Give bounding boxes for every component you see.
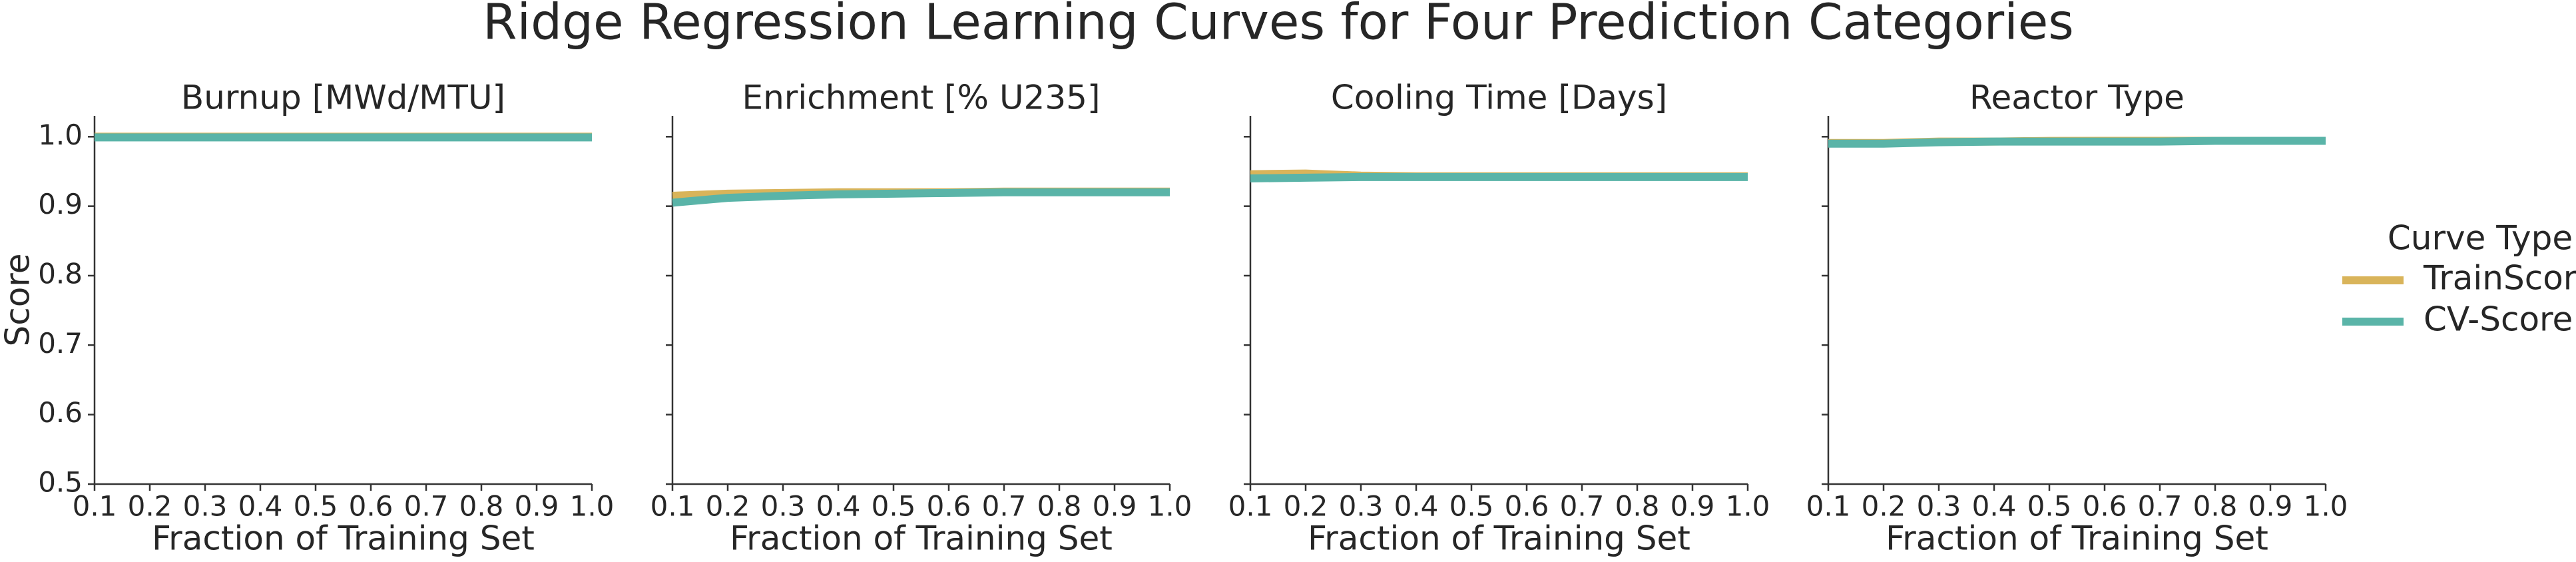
x-tick-label: 0.9 (515, 490, 559, 523)
x-tick-label: 0.6 (349, 490, 393, 523)
subplot-title: Reactor Type (1969, 79, 2185, 117)
y-tick-label: 0.8 (38, 257, 83, 290)
x-tick-label: 0.2 (1862, 490, 1906, 523)
x-tick-label: 0.8 (1037, 490, 1082, 523)
x-tick-label: 0.5 (1449, 490, 1494, 523)
x-tick-label: 0.1 (73, 490, 117, 523)
x-tick-label: 0.7 (404, 490, 449, 523)
subplot-title: Cooling Time [Days] (1331, 79, 1667, 117)
x-tick-label: 0.4 (238, 490, 283, 523)
series-line (672, 188, 1170, 207)
x-tick-label: 0.7 (1560, 490, 1605, 523)
x-tick-label: 1.0 (1726, 490, 1770, 523)
x-tick-label: 0.3 (1339, 490, 1384, 523)
x-tick-label: 0.1 (1228, 490, 1273, 523)
series-line (1828, 137, 2326, 148)
x-axis-label: Fraction of Training Set (152, 519, 535, 558)
y-tick-label: 0.5 (38, 466, 83, 499)
x-tick-label: 0.5 (872, 490, 916, 523)
y-tick-label: 0.7 (38, 327, 83, 360)
x-tick-label: 1.0 (2304, 490, 2348, 523)
x-axis-label: Fraction of Training Set (730, 519, 1113, 558)
x-tick-label: 1.0 (1148, 490, 1192, 523)
figure-title: Ridge Regression Learning Curves for Fou… (483, 0, 2074, 51)
x-tick-label: 0.9 (1093, 490, 1137, 523)
x-tick-label: 0.4 (1972, 490, 2017, 523)
x-tick-label: 0.1 (650, 490, 695, 523)
y-axis-label: Score (0, 253, 37, 346)
x-tick-label: 0.3 (183, 490, 228, 523)
x-tick-label: 0.7 (982, 490, 1027, 523)
x-tick-label: 1.0 (570, 490, 615, 523)
subplot-title: Enrichment [% U235] (742, 79, 1100, 117)
x-axis-label: Fraction of Training Set (1886, 519, 2268, 558)
legend-title: Curve Type (2388, 219, 2573, 258)
x-tick-label: 0.8 (459, 490, 504, 523)
y-tick-label: 1.0 (38, 119, 83, 151)
x-tick-label: 0.4 (816, 490, 861, 523)
x-tick-label: 0.8 (1615, 490, 1660, 523)
x-tick-label: 0.6 (1505, 490, 1549, 523)
y-tick-label: 0.6 (38, 396, 83, 429)
x-tick-label: 0.8 (2193, 490, 2238, 523)
x-tick-label: 0.6 (927, 490, 971, 523)
series-line (1250, 172, 1748, 182)
x-tick-label: 0.5 (294, 490, 338, 523)
y-tick-label: 0.9 (38, 188, 83, 220)
x-tick-label: 0.4 (1394, 490, 1439, 523)
legend-label: TrainScore (2423, 259, 2576, 298)
x-tick-label: 0.7 (2138, 490, 2183, 523)
x-axis-label: Fraction of Training Set (1308, 519, 1690, 558)
x-tick-label: 0.6 (2083, 490, 2127, 523)
legend-label: CV-Score (2424, 300, 2573, 339)
subplot-title: Burnup [MWd/MTU] (181, 79, 505, 117)
x-tick-label: 0.9 (1671, 490, 1715, 523)
x-tick-label: 0.2 (1284, 490, 1328, 523)
x-tick-label: 0.9 (2248, 490, 2293, 523)
x-tick-label: 0.1 (1806, 490, 1851, 523)
x-tick-label: 0.2 (706, 490, 750, 523)
x-tick-label: 0.3 (1917, 490, 1961, 523)
x-tick-label: 0.3 (761, 490, 806, 523)
x-tick-label: 0.5 (2027, 490, 2072, 523)
x-tick-label: 0.2 (128, 490, 172, 523)
